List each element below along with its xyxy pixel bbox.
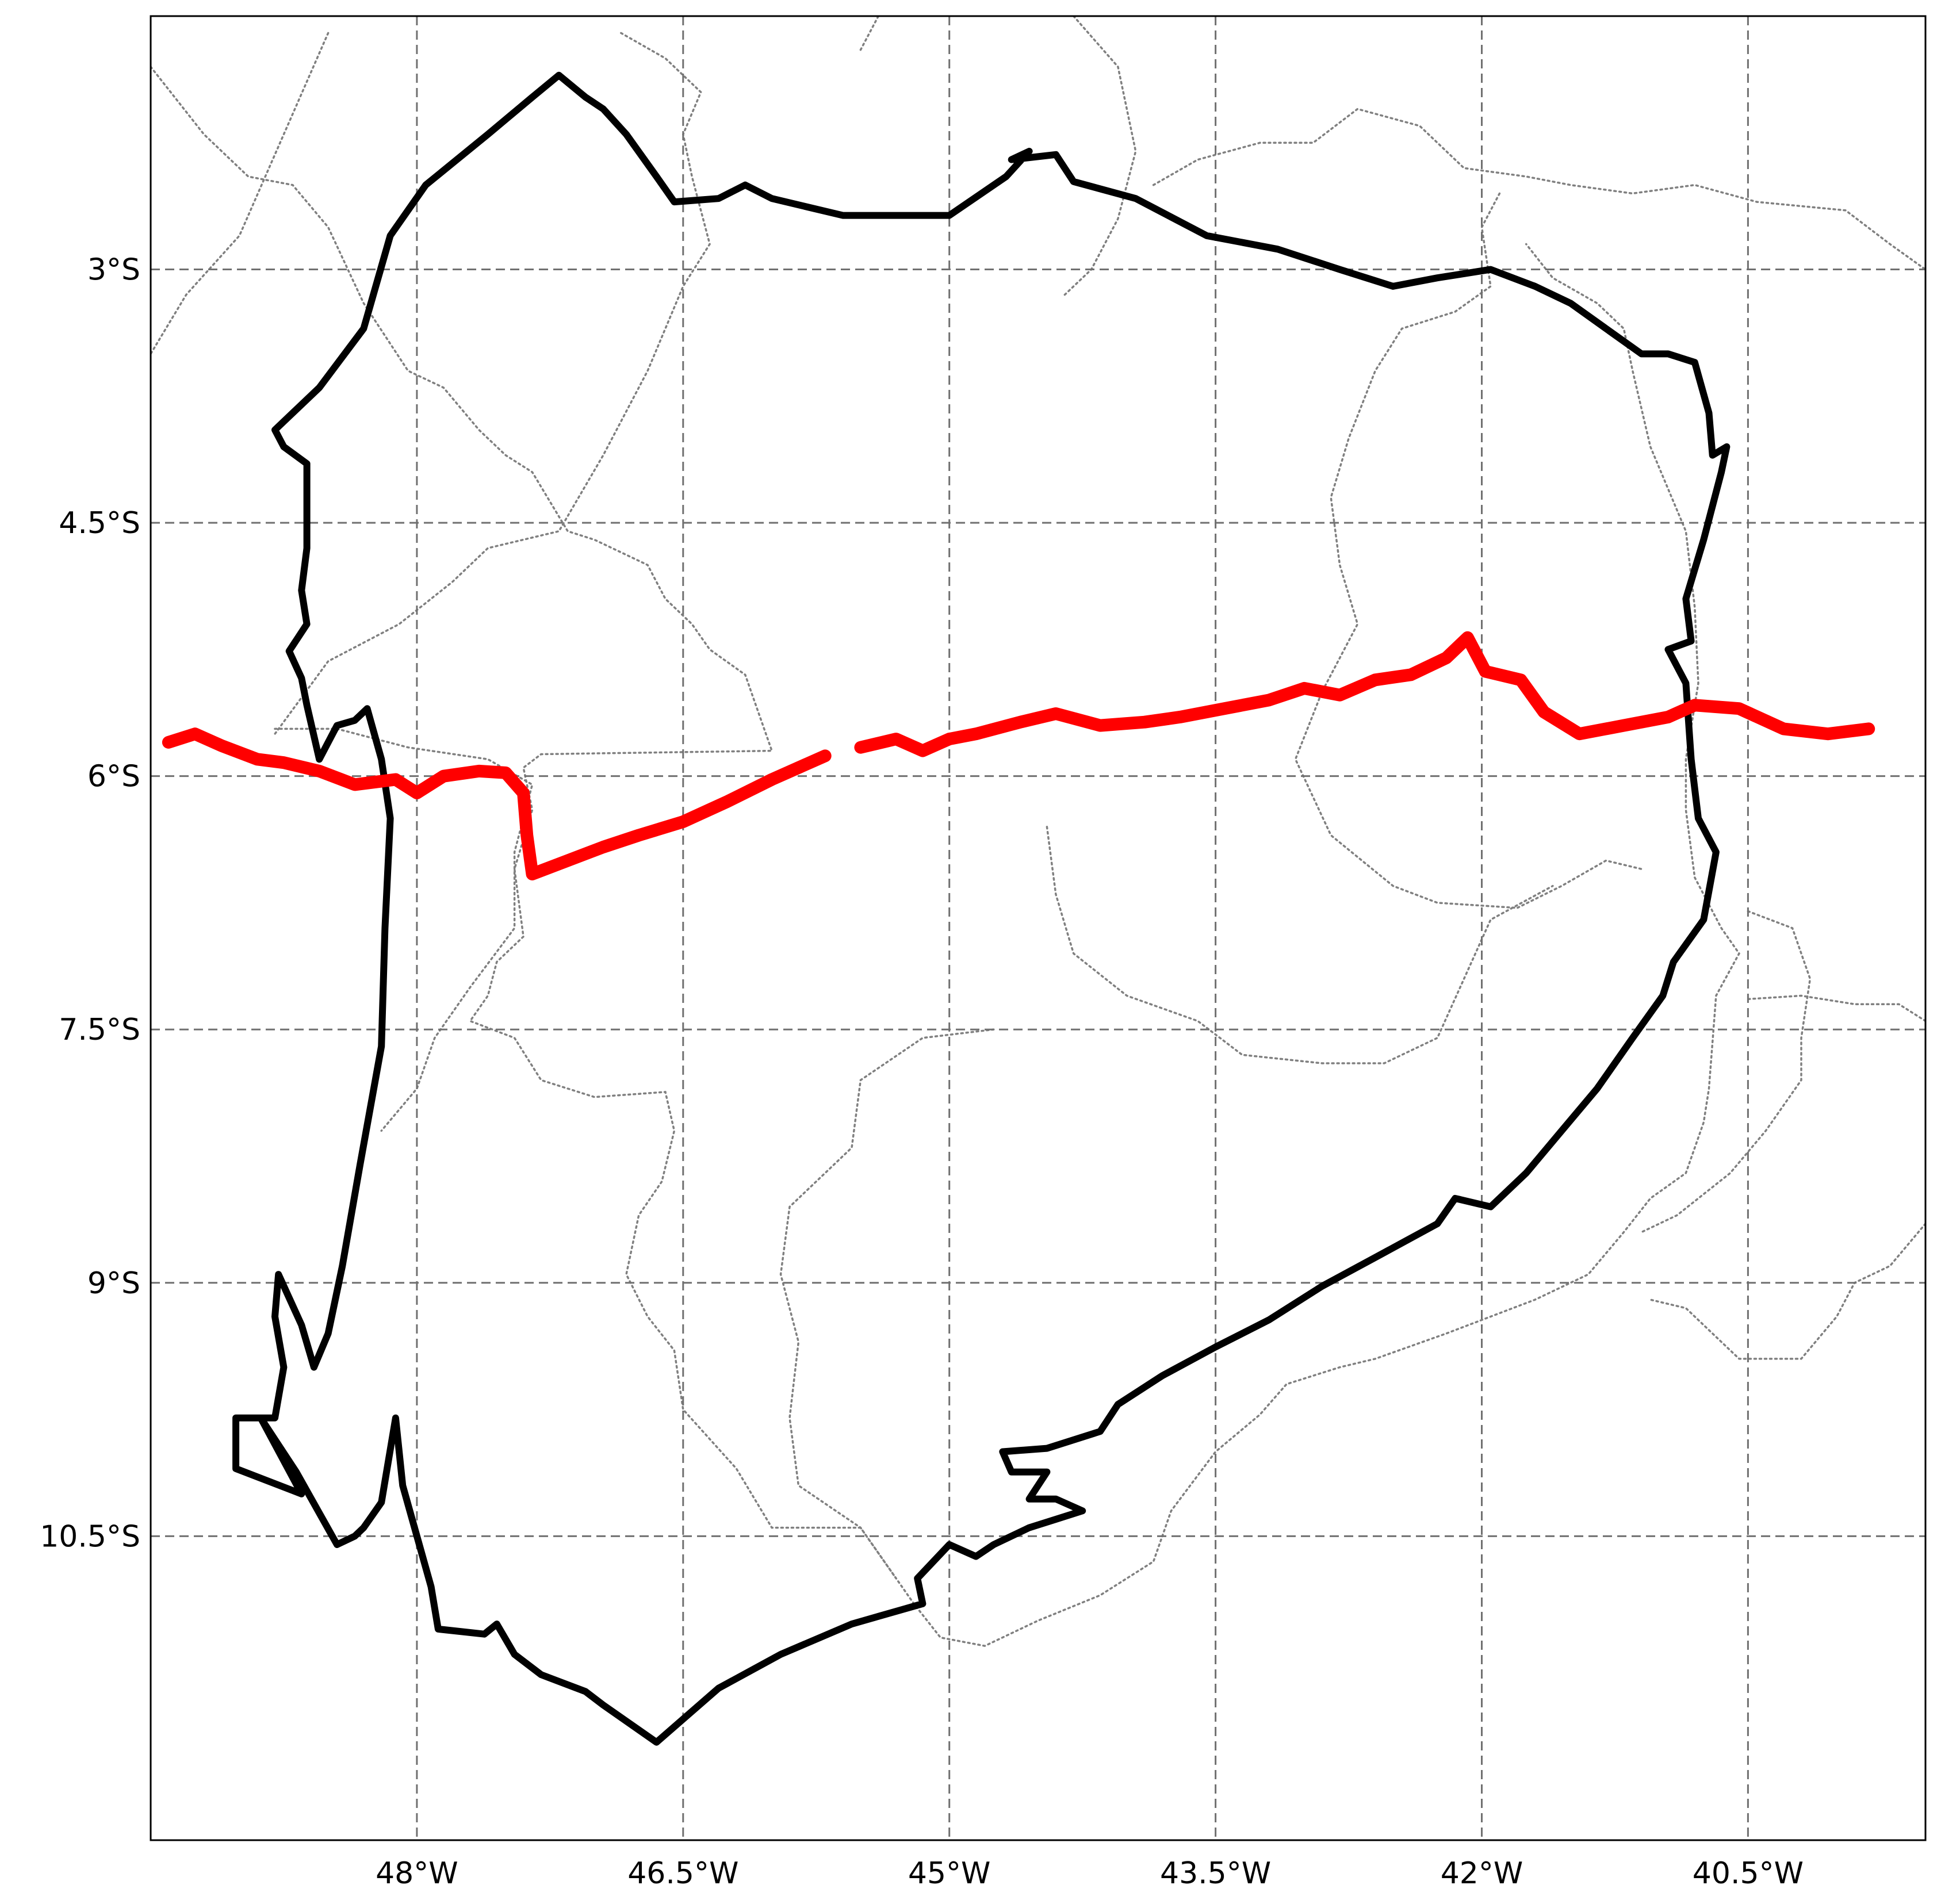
x-tick-label: 46.5°W (627, 1856, 738, 1891)
red-track-segment (854, 631, 1875, 757)
y-tick-label: 6°S (87, 760, 140, 794)
state-border-line (1046, 826, 1554, 1064)
state-border-line (1747, 994, 1925, 1022)
state-border-line (1294, 192, 1643, 909)
y-tick-label: 9°S (87, 1266, 140, 1301)
x-tick-label: 40.5°W (1693, 1856, 1804, 1891)
x-tick-label: 45°W (908, 1856, 991, 1891)
y-axis-tick-labels: 3°S 4.5°S 6°S 7.5°S 9°S 10.5°S (40, 253, 140, 1554)
region-outline-layer (232, 71, 1731, 1746)
x-tick-label: 42°W (1441, 1856, 1523, 1891)
y-tick-label: 7.5°S (59, 1013, 140, 1047)
red-track-segment (162, 727, 832, 880)
red-track-layer (162, 631, 1875, 880)
state-border-line (1649, 1223, 1925, 1360)
gridlines-layer (151, 16, 1925, 1840)
state-border-line (779, 1028, 995, 1580)
state-border-line (1640, 910, 1812, 1233)
y-tick-label: 3°S (87, 253, 140, 288)
x-tick-label: 48°W (376, 1856, 458, 1891)
x-tick-label: 43.5°W (1160, 1856, 1271, 1891)
region-outline (232, 71, 1731, 1746)
y-tick-label: 10.5°S (40, 1519, 140, 1554)
state-border-line (151, 32, 330, 355)
state-border-line (151, 66, 1741, 1648)
state-border-line (274, 727, 534, 1132)
state-border-line (1063, 16, 1137, 296)
x-axis-tick-labels: 48°W 46.5°W 45°W 43.5°W 42°W 40.5°W (376, 1856, 1804, 1891)
state-border-line (859, 16, 880, 51)
state-border-line (274, 32, 711, 735)
y-tick-label: 4.5°S (59, 506, 140, 541)
map-frame (150, 15, 1927, 1841)
